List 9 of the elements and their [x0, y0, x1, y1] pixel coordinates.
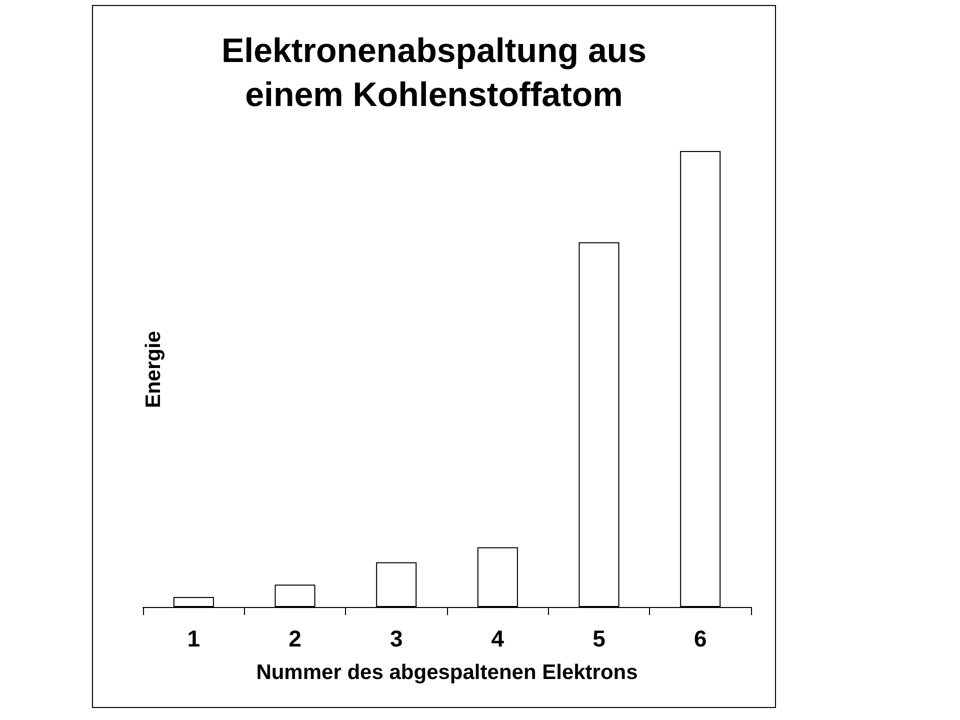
- x-tick-label: 2: [288, 626, 302, 652]
- x-tick-label: 5: [592, 626, 606, 652]
- x-tick-label: 1: [187, 626, 200, 652]
- x-tick-label: 3: [390, 626, 403, 652]
- y-axis-title: Energie: [142, 330, 165, 408]
- x-tick-label: 4: [491, 626, 504, 652]
- chart-title: Elektronenabspaltung aus einem Kohlenstoffatom: [221, 32, 647, 114]
- x-tick-label: 6: [694, 626, 707, 652]
- x-axis-title: Nummer des abgespaltenen Elektrons: [256, 661, 638, 684]
